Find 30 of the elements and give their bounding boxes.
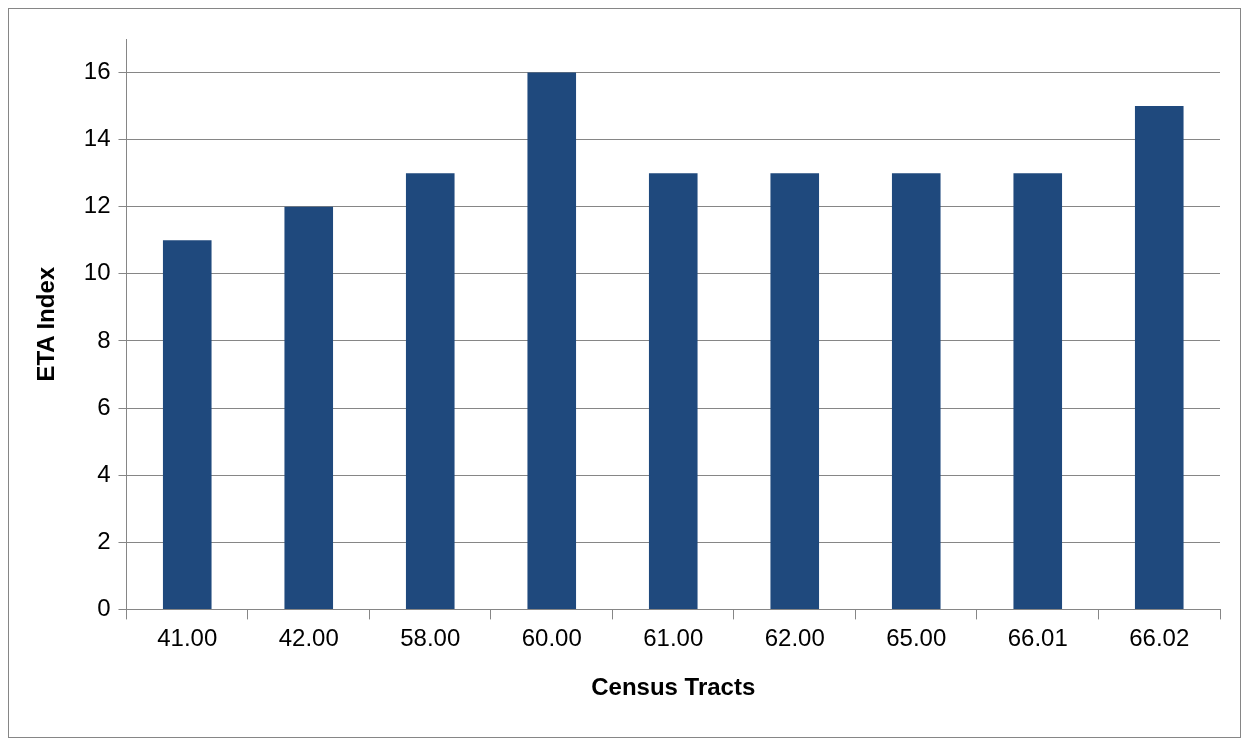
y-tick-label: 2: [97, 526, 111, 554]
x-tick-label: 65.00: [886, 624, 947, 652]
bar: [770, 173, 820, 609]
chart-frame: Census Tracts ETA Index 41.00 42.00 58.00 60.00 61.00 62.00 65.00 66.01 66.02 0 2 4 6 8 10 12 14 16: [8, 8, 1241, 738]
y-tick-label: 12: [83, 191, 111, 219]
bar: [1013, 173, 1063, 609]
y-tick-label: 16: [83, 57, 111, 85]
bar: [1134, 106, 1184, 609]
bar: [891, 173, 941, 609]
x-tick-label: 58.00: [400, 624, 461, 652]
y-tick-label: 4: [97, 459, 111, 487]
x-axis-title: Census Tracts: [591, 673, 756, 701]
y-tick-label: 0: [97, 594, 111, 622]
bar: [648, 173, 698, 609]
x-tick-label: 42.00: [278, 624, 339, 652]
x-tick-label: 60.00: [521, 624, 582, 652]
bar: [405, 173, 455, 609]
x-tick-label: 66.01: [1007, 624, 1068, 652]
y-tick-label: 10: [83, 258, 111, 286]
x-tick-label: 41.00: [157, 624, 218, 652]
y-tick-label: 14: [83, 124, 111, 152]
y-axis-title: ETA Index: [32, 266, 60, 382]
bar: [162, 240, 212, 609]
y-tick-label: 8: [97, 325, 111, 353]
x-tick-label: 61.00: [643, 624, 704, 652]
x-tick-label: 66.02: [1129, 624, 1190, 652]
x-tick-label: 62.00: [764, 624, 825, 652]
bar: [284, 206, 334, 609]
bar: [527, 72, 577, 609]
y-tick-label: 6: [97, 392, 111, 420]
